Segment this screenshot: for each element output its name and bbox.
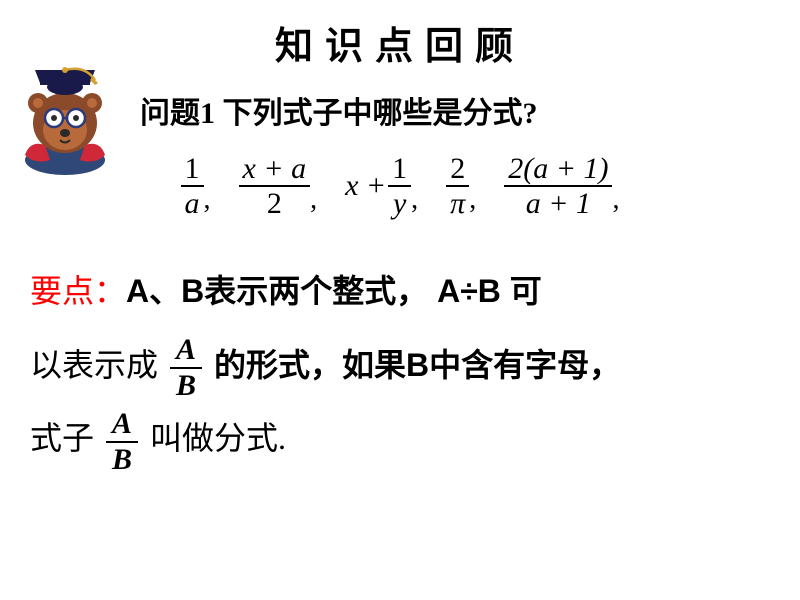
fraction-ab-1: A B — [170, 335, 202, 401]
formula-1: 1 a , — [181, 152, 211, 220]
formula-5: 2(a + 1) a + 1 , — [504, 152, 619, 220]
key-point-text: 要点：A、B表示两个整式， A÷B 可 以表示成 A B 的形式，如果B中含有字… — [30, 255, 770, 476]
key-part2a: 以表示成 — [30, 347, 158, 383]
key-part3b: 叫做分式. — [150, 420, 286, 456]
bear-mascot-icon — [10, 55, 120, 175]
key-part2b: 的形式，如果B中含有字母， — [214, 347, 621, 383]
formula-3: x + 1 y , — [345, 152, 418, 220]
formula-2: x + a 2 , — [239, 152, 318, 220]
key-part3a: 式子 — [30, 420, 94, 456]
question-text: 问题1 下列式子中哪些是分式? — [140, 88, 800, 132]
page-title: 知识点回顾 — [0, 0, 800, 70]
key-label: 要点： — [30, 273, 126, 309]
key-part1: A、B表示两个整式， A÷B 可 — [126, 273, 542, 309]
formula-row: 1 a , x + a 2 , x + 1 y , 2 π , 2(a + 1)… — [0, 152, 800, 220]
fraction-ab-2: A B — [106, 409, 138, 475]
formula-4: 2 π , — [446, 152, 476, 220]
